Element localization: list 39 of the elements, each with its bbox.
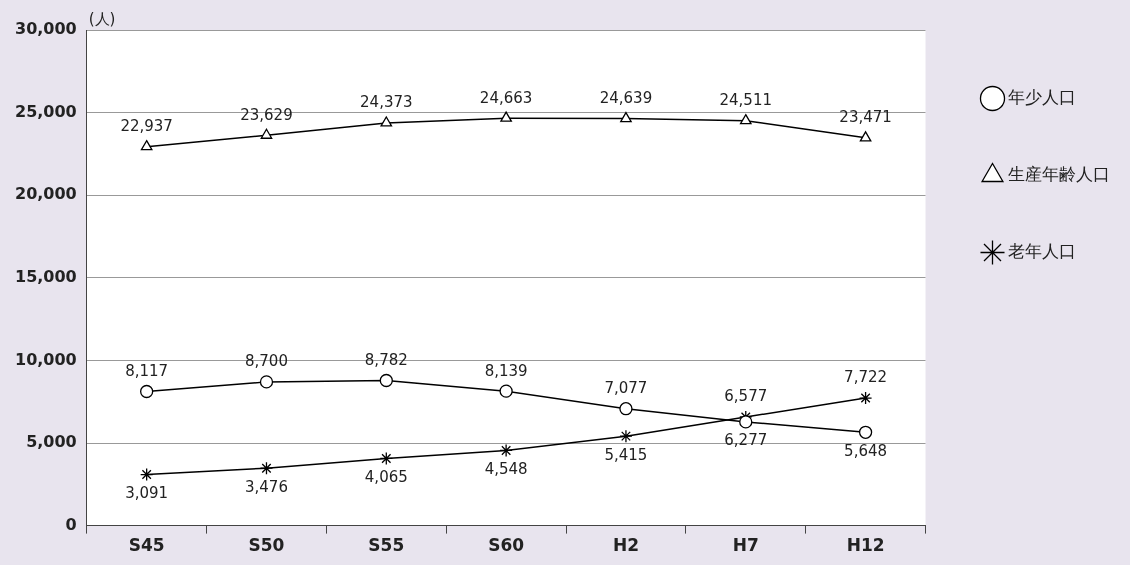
data-label: 22,937 (120, 117, 173, 136)
data-label: 24,373 (360, 93, 413, 112)
y-tick-label: 30,000 (14, 19, 77, 39)
x-tick-label: S45 (128, 535, 165, 556)
x-tick-label: S55 (368, 535, 405, 556)
data-label: 7,722 (844, 368, 888, 387)
data-label: 6,577 (724, 387, 768, 406)
y-tick-label: 20,000 (14, 184, 77, 204)
x-tick-label: S50 (248, 535, 285, 556)
legend-label: 年少人口 (1008, 86, 1076, 107)
data-label: 4,065 (364, 467, 408, 486)
y-tick-label: 15,000 (14, 266, 77, 286)
data-label: 5,415 (604, 445, 648, 464)
y-tick-label: 25,000 (14, 101, 77, 121)
y-axis-title: (人) (88, 10, 116, 29)
data-label: 7,077 (604, 379, 648, 398)
x-tick-label: H2 (612, 535, 639, 556)
y-tick-label: 0 (65, 514, 77, 534)
x-tick-label: S60 (488, 535, 525, 556)
data-label: 8,139 (484, 361, 528, 380)
y-tick-label: 5,000 (26, 432, 77, 452)
data-label: 23,471 (839, 108, 892, 127)
x-tick-label: H12 (846, 535, 885, 556)
data-label: 23,629 (240, 105, 293, 124)
legend-label: 老年人口 (1008, 240, 1076, 261)
legend-label: 生産年齢人口 (1008, 163, 1110, 184)
x-tick-label: H7 (732, 535, 759, 556)
data-label: 24,639 (599, 88, 653, 107)
y-tick-label: 10,000 (14, 349, 77, 369)
data-label: 3,091 (125, 483, 169, 502)
data-label: 8,700 (245, 352, 288, 371)
data-label: 24,511 (719, 91, 773, 110)
data-label: 24,663 (479, 88, 533, 107)
data-label: 8,782 (364, 350, 408, 369)
data-label: 3,476 (245, 477, 288, 496)
data-label: 6,277 (724, 431, 768, 450)
data-label: 5,648 (844, 441, 888, 460)
data-label: 8,117 (125, 361, 169, 380)
data-label: 4,548 (484, 459, 528, 478)
